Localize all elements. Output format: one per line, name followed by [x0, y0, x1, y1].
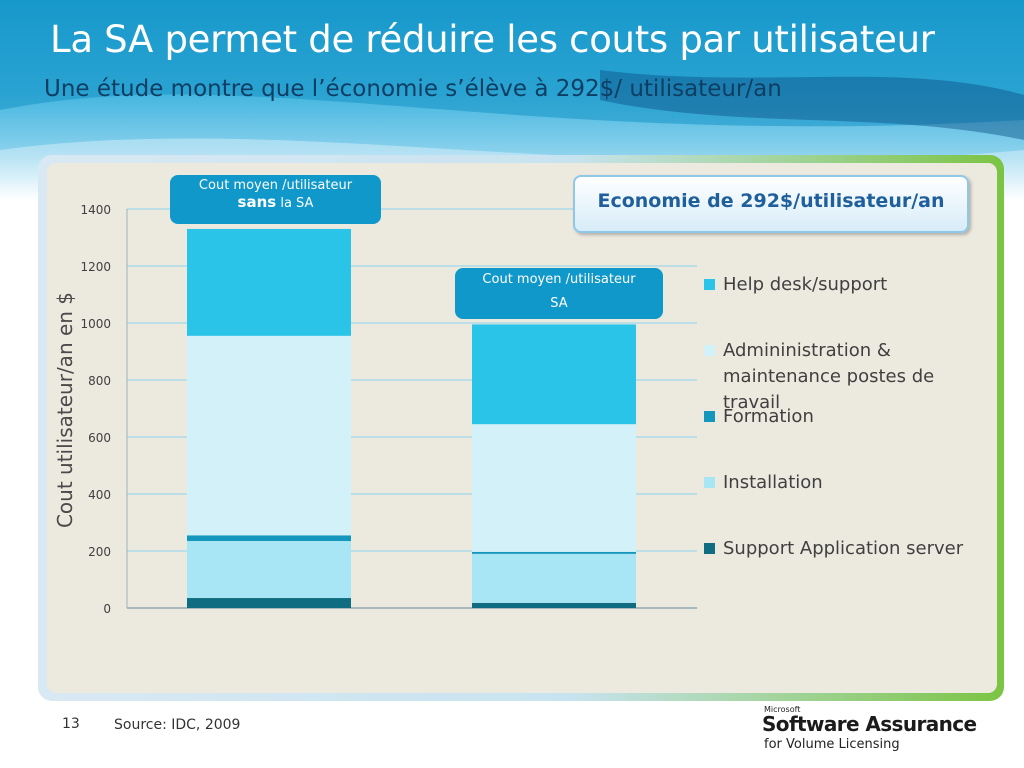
y-tick-label-600: 600 [88, 431, 111, 445]
callout-without-sa-rest: la SA [280, 196, 314, 211]
legend-item: Installation [704, 470, 995, 496]
software-assurance-logo: Microsoft Software Assurance for Volume … [762, 705, 977, 757]
callout-with-sa-line1: Cout moyen /utilisateur [482, 272, 636, 287]
legend-swatch [704, 477, 715, 488]
callout-without-sa-bold: sans [237, 193, 277, 211]
y-tick-label-1200: 1200 [80, 260, 111, 274]
bar-segment-without-sa-0 [187, 598, 351, 608]
legend-item: Help desk/support [704, 272, 995, 298]
bar-segment-with-sa-1 [472, 553, 636, 603]
bar-segment-with-sa-0 [472, 602, 636, 608]
slide-subtitle: Une étude montre que l’économie s’élève … [44, 76, 782, 102]
bar-segment-without-sa-4 [187, 228, 351, 336]
slide-title: La SA permet de réduire les couts par ut… [50, 18, 935, 61]
y-tick-label-1400: 1400 [80, 203, 111, 217]
bar-segment-with-sa-2 [472, 551, 636, 554]
logo-sub-text: for Volume Licensing [764, 737, 900, 752]
y-tick-label-800: 800 [88, 374, 111, 388]
bar-segment-without-sa-1 [187, 541, 351, 599]
callout-cost-without-sa: Cout moyen /utilisateur sans la SA [170, 175, 381, 224]
logo-main-text: Software Assurance [762, 712, 977, 736]
bar-segment-without-sa-3 [187, 335, 351, 536]
legend-label: Help desk/support [723, 274, 888, 295]
legend-swatch [704, 345, 715, 356]
y-tick-label-0: 0 [103, 602, 111, 616]
y-tick-label-200: 200 [88, 545, 111, 559]
page-number: 13 [62, 716, 80, 732]
source-note: Source: IDC, 2009 [114, 717, 241, 733]
legend-label: Formation [723, 406, 814, 427]
legend-label: Support Application server [723, 538, 964, 559]
legend-item: Admininistration & maintenance postes de… [704, 338, 995, 416]
bar-segment-without-sa-2 [187, 535, 351, 542]
legend-label: Installation [723, 472, 823, 493]
legend-swatch [704, 543, 715, 554]
legend-label: Admininistration & maintenance postes de… [723, 340, 935, 413]
y-tick-label-1000: 1000 [80, 317, 111, 331]
callout-cost-with-sa: Cout moyen /utilisateur SA [455, 268, 663, 319]
callout-without-sa-line1: Cout moyen /utilisateur [198, 178, 353, 193]
legend-swatch [704, 411, 715, 422]
y-axis-label: Cout utilisateur/an en $ [53, 291, 77, 529]
legend-item: Formation [704, 404, 995, 430]
legend-item: Support Application server [704, 536, 995, 562]
savings-highlight-box: Economie de 292$/utilisateur/an [573, 175, 969, 233]
callout-with-sa-line2: SA [550, 296, 568, 311]
bar-segment-with-sa-4 [472, 324, 636, 425]
legend-swatch [704, 279, 715, 290]
bar-segment-with-sa-3 [472, 424, 636, 552]
y-tick-label-400: 400 [88, 488, 111, 502]
logo-microsoft-text: Microsoft [764, 705, 801, 714]
